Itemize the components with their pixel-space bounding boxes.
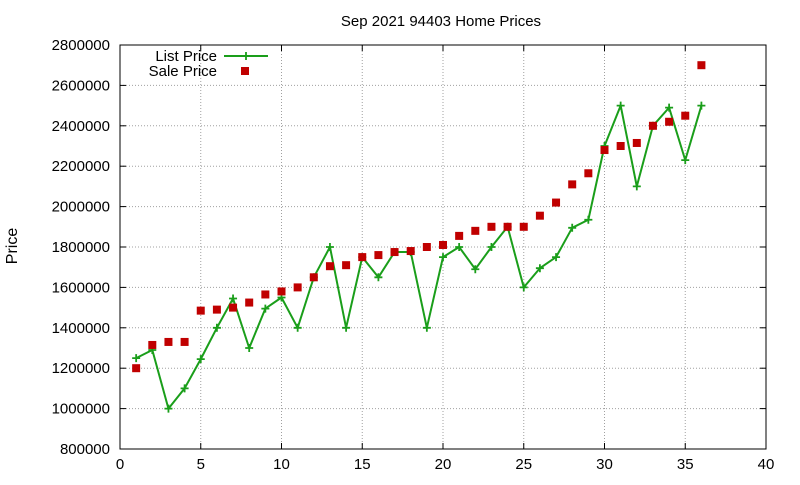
legend-marker-sale-price [241, 67, 249, 75]
legend-label-list-price: List Price [155, 48, 217, 65]
legend-label-sale-price: Sale Price [149, 63, 217, 80]
list-price-point [455, 243, 464, 251]
list-price-point [519, 283, 528, 292]
list-price-point [439, 253, 447, 262]
sale-price-point [471, 226, 480, 235]
sale-price-point [681, 111, 690, 120]
list-price-point [487, 243, 496, 251]
list-price-point [552, 253, 561, 262]
y-tick-label: 1600000 [52, 279, 110, 296]
sale-price-point [293, 283, 302, 292]
x-tick-label: 0 [116, 456, 124, 473]
y-tick-label: 2200000 [52, 158, 110, 175]
list-price-point [212, 323, 221, 332]
sale-price-point [697, 61, 706, 70]
y-tick-label: 2800000 [52, 37, 110, 54]
sale-price-point [552, 198, 561, 207]
sale-price-point [503, 222, 512, 231]
list-price-point [697, 101, 706, 110]
list-price-point [132, 354, 141, 363]
y-tick-label: 2000000 [52, 199, 110, 216]
sale-price-point [406, 247, 415, 256]
sale-price-point [584, 169, 593, 178]
sale-price-point [309, 273, 318, 282]
list-price-point [180, 384, 189, 393]
sale-price-point [535, 211, 544, 220]
list-price-point [261, 304, 270, 313]
sale-price-point [648, 121, 657, 130]
legend-marker-list-price [242, 52, 250, 60]
x-tick-label: 20 [435, 456, 452, 473]
list-price-point [665, 103, 674, 112]
list-price-point [229, 294, 238, 303]
sale-price-point [277, 287, 286, 296]
sale-price-point [164, 337, 173, 346]
sale-price-point [422, 243, 431, 251]
list-price-point [325, 243, 334, 251]
sale-price-point [148, 340, 157, 349]
y-axis-label: Price [4, 228, 21, 265]
sale-price-point [229, 303, 238, 312]
list-price-point [164, 404, 173, 413]
list-price-point [616, 101, 625, 110]
sale-price-point [358, 253, 367, 262]
sale-price-point [568, 180, 577, 189]
list-price-point [535, 264, 544, 273]
sale-price-point [245, 298, 254, 307]
list-price-point [681, 156, 690, 165]
list-price-point [422, 323, 431, 332]
y-tick-label: 2400000 [52, 118, 110, 135]
list-price-point [196, 355, 205, 364]
list-price-point [632, 182, 641, 191]
y-tick-label: 1400000 [52, 320, 110, 337]
sale-price-point [665, 117, 674, 126]
sale-price-point [180, 337, 189, 346]
y-tick-label: 1800000 [52, 239, 110, 256]
sale-price-point [374, 251, 383, 260]
list-price-point [245, 344, 254, 352]
sale-price-point [390, 248, 399, 257]
sale-price-point [455, 231, 464, 240]
legend: List Price Sale Price [149, 48, 268, 80]
data-series [132, 61, 706, 413]
sale-price-point [132, 364, 141, 373]
list-price-point [342, 323, 351, 332]
sale-price-point [519, 222, 528, 231]
x-tick-label: 25 [515, 456, 532, 473]
list-price-point [374, 273, 383, 282]
sale-price-point [487, 222, 496, 231]
sale-price-point [325, 262, 334, 271]
list-price-point [293, 323, 302, 332]
sale-price-point [616, 142, 625, 150]
sale-price-point [632, 138, 641, 147]
sale-price-point [212, 305, 221, 314]
list-price-line [135, 104, 703, 410]
x-tick-label: 15 [354, 456, 371, 473]
x-tick-label: 40 [758, 456, 775, 473]
list-price-point [471, 265, 480, 274]
x-tick-label: 30 [596, 456, 613, 473]
sale-price-point [196, 306, 205, 315]
sale-price-point [600, 146, 609, 155]
list-price-point [568, 223, 577, 232]
x-tick-label: 5 [197, 456, 205, 473]
x-tick-label: 10 [273, 456, 290, 473]
sale-price-point [439, 240, 447, 249]
sale-price-point [261, 290, 270, 299]
list-price-point [584, 215, 593, 224]
x-tick-label: 35 [677, 456, 694, 473]
y-tick-label: 1200000 [52, 360, 110, 377]
chart-title: Sep 2021 94403 Home Prices [341, 13, 541, 30]
sale-price-point [342, 261, 351, 270]
axis-ticks: 0 5 10 15 20 25 30 35 40 800000 1000000 1200000 1400… [52, 37, 775, 473]
y-tick-label: 2600000 [52, 77, 110, 94]
y-tick-label: 800000 [60, 441, 110, 458]
y-tick-label: 1000000 [52, 401, 110, 418]
